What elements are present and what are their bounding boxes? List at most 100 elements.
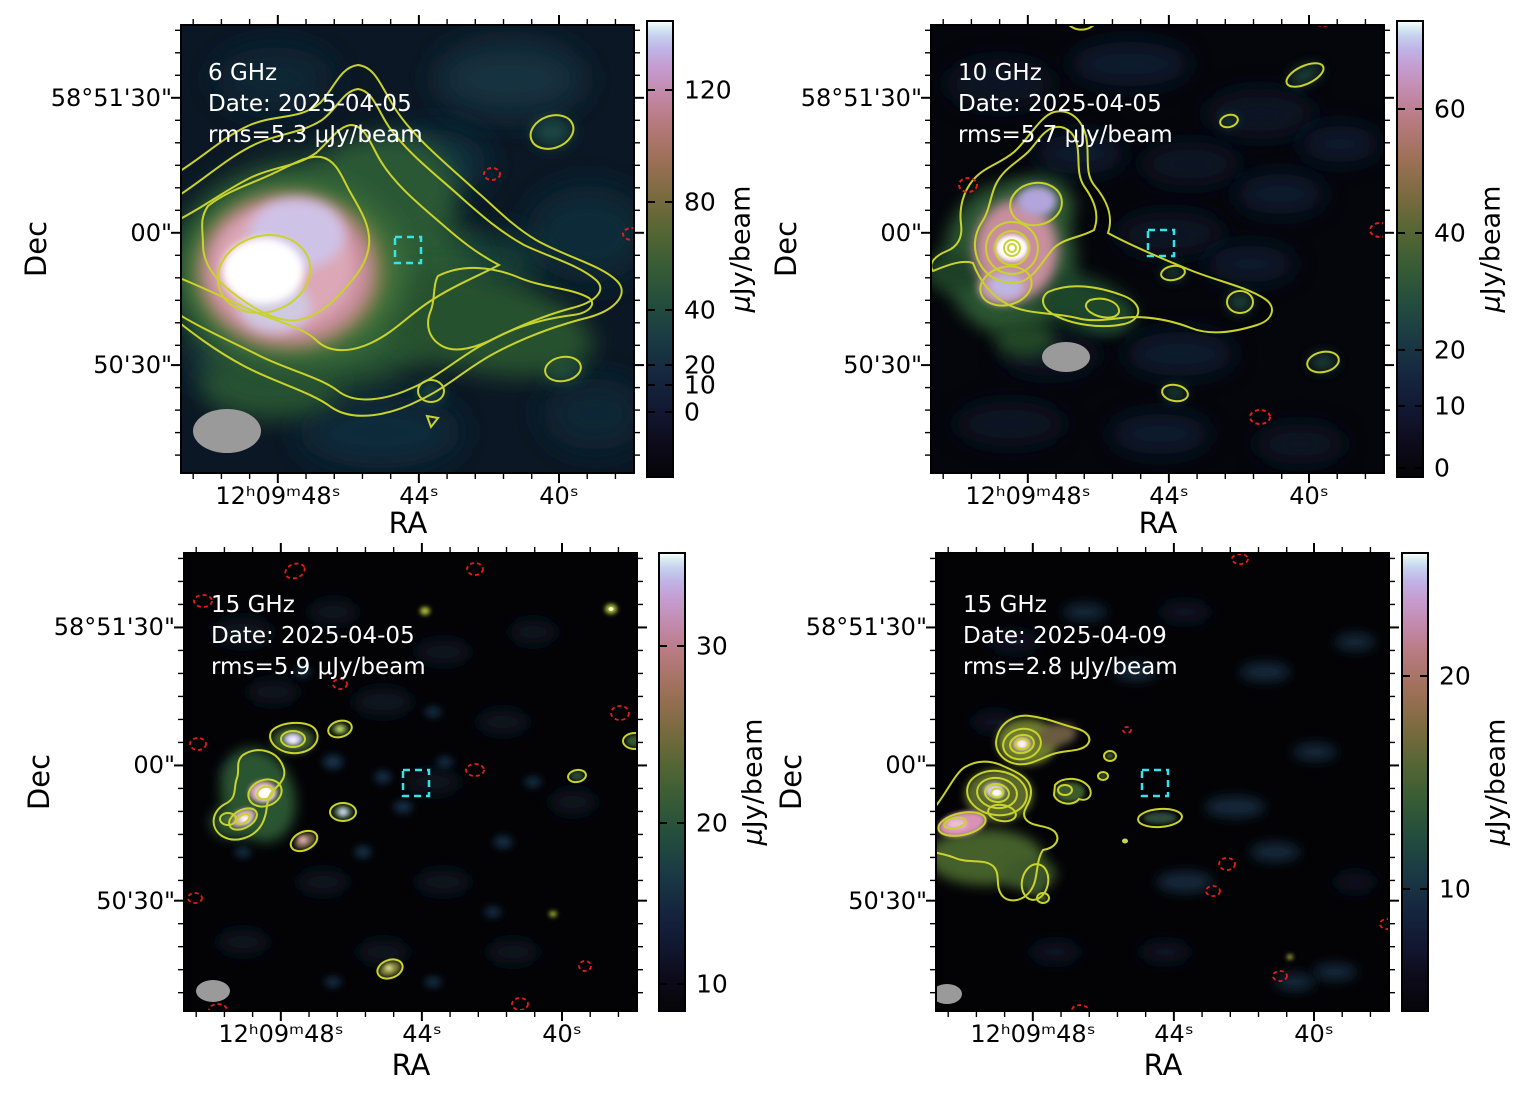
- beam-ellipse: [1042, 342, 1090, 372]
- colorbar-tick-label: 60: [1434, 94, 1466, 124]
- target-marker: [393, 235, 423, 265]
- date-label: Date: 2025-04-05: [208, 91, 412, 117]
- x-tick-label: 40ˢ: [542, 1020, 582, 1048]
- rms-label: rms=5.3 μJy/beam: [208, 122, 423, 148]
- colorbar-15ghz-a: 30 20 10: [658, 552, 728, 1012]
- x-tick-label: 12ʰ09ᵐ48ˢ: [215, 482, 341, 510]
- colorbar-unit-label: μJy/beam: [725, 185, 757, 313]
- freq-label: 10 GHz: [958, 60, 1042, 86]
- colorbar-tick-label: 10: [1434, 391, 1466, 421]
- freq-label: 15 GHz: [211, 592, 295, 618]
- colorbar-tick-label: 10: [1439, 874, 1471, 904]
- rms-label: rms=5.9 μJy/beam: [211, 654, 426, 680]
- positive-contours: [935, 714, 1183, 904]
- y-tick-label: 50'30": [843, 351, 922, 379]
- colorbar-tick-label: 80: [684, 187, 716, 217]
- y-axis-label: Dec: [774, 753, 808, 811]
- x-tick-label: 40ˢ: [1294, 1020, 1334, 1048]
- colorbar-tick-label: 0: [684, 397, 700, 427]
- background-mottle: [971, 602, 1377, 990]
- colorbar-tick-label: 20: [684, 350, 716, 380]
- date-label: Date: 2025-04-09: [963, 623, 1167, 649]
- rms-label: rms=5.7 μJy/beam: [958, 122, 1173, 148]
- x-tick-label: 44ˢ: [399, 482, 439, 510]
- y-tick-label: 50'30": [848, 887, 927, 915]
- positive-contours: [212, 719, 638, 980]
- x-tick-label: 12ʰ09ᵐ48ˢ: [970, 1020, 1096, 1048]
- y-tick-label: 50'30": [96, 887, 175, 915]
- sky-map-10ghz: [921, 15, 1394, 483]
- y-tick-label: 58°51'30": [53, 613, 175, 641]
- date-label: Date: 2025-04-05: [958, 91, 1162, 117]
- date-label: Date: 2025-04-05: [211, 623, 415, 649]
- colorbar-10ghz: 60 40 20 10 0: [1396, 20, 1466, 483]
- y-tick-label: 00": [885, 751, 927, 779]
- y-tick-label: 00": [133, 751, 175, 779]
- rms-label: rms=2.8 μJy/beam: [963, 654, 1178, 680]
- colorbar-tick-label: 40: [1434, 218, 1466, 248]
- y-axis-label: Dec: [22, 753, 56, 811]
- y-tick-label: 58°51'30": [50, 84, 172, 112]
- positive-contours: [930, 24, 1340, 403]
- panel-annotation: 6 GHz Date: 2025-04-05 rms=5.3 μJy/beam: [208, 58, 423, 151]
- colorbar-15ghz-b: 20 10: [1401, 552, 1471, 1012]
- target-marker: [1146, 228, 1176, 258]
- negative-contours: [187, 562, 630, 1012]
- panel-border: [183, 552, 638, 1012]
- colorbar-tick-label: 10: [696, 969, 728, 999]
- panel-border: [935, 552, 1390, 1012]
- y-tick-label: 50'30": [93, 351, 172, 379]
- y-tick-label: 00": [880, 219, 922, 247]
- x-tick-label: 40ˢ: [539, 482, 579, 510]
- x-axis-label: RA: [1143, 1048, 1183, 1082]
- colorbar-tick-label: 30: [696, 631, 728, 661]
- panel-border: [180, 24, 635, 474]
- panel-10ghz: [921, 15, 1394, 483]
- x-axis-label: RA: [1138, 506, 1178, 540]
- freq-label: 6 GHz: [208, 60, 278, 86]
- y-tick-label: 58°51'30": [805, 613, 927, 641]
- colorbar-unit-label: μJy/beam: [737, 718, 769, 846]
- negative-contours: [958, 24, 1385, 425]
- panel-15ghz-a: [174, 543, 647, 1021]
- beam-ellipse: [196, 980, 230, 1002]
- colorbar-tick-label: 20: [696, 808, 728, 838]
- target-marker: [1140, 768, 1170, 798]
- x-tick-label: 44ˢ: [1149, 482, 1189, 510]
- panel-annotation: 15 GHz Date: 2025-04-05 rms=5.9 μJy/beam: [211, 590, 426, 683]
- x-axis-label: RA: [391, 1048, 431, 1082]
- y-tick-label: 58°51'30": [800, 84, 922, 112]
- panel-border: [930, 24, 1385, 474]
- panel-annotation: 10 GHz Date: 2025-04-05 rms=5.7 μJy/beam: [958, 58, 1173, 151]
- x-tick-label: 40ˢ: [1289, 482, 1329, 510]
- sky-map-15ghz-b: [926, 543, 1399, 1021]
- colorbar-6ghz: 120 80 40 20 10 0: [646, 20, 732, 478]
- target-marker: [401, 768, 431, 798]
- colorbar-unit-label: μJy/beam: [1475, 185, 1507, 313]
- panel-annotation: 15 GHz Date: 2025-04-09 rms=2.8 μJy/beam: [963, 590, 1178, 683]
- panel-6ghz: [171, 15, 644, 483]
- x-axis-label: RA: [388, 506, 428, 540]
- y-axis-label: Dec: [769, 220, 803, 278]
- colorbar-tick-label: 20: [1439, 661, 1471, 691]
- sky-map-6ghz: [171, 15, 644, 483]
- x-tick-label: 44ˢ: [402, 1020, 442, 1048]
- beam-ellipse: [935, 984, 962, 1004]
- colorbar-tick-label: 120: [684, 75, 732, 105]
- freq-label: 15 GHz: [963, 592, 1047, 618]
- panel-15ghz-b: [926, 543, 1399, 1021]
- x-tick-label: 12ʰ09ᵐ48ˢ: [965, 482, 1091, 510]
- colorbar-tick-label: 20: [1434, 335, 1466, 365]
- positive-contours: [180, 63, 623, 430]
- x-tick-label: 12ʰ09ᵐ48ˢ: [218, 1020, 344, 1048]
- colorbar-tick-label: 10: [684, 370, 716, 400]
- y-axis-label: Dec: [19, 220, 53, 278]
- beam-ellipse: [193, 409, 261, 453]
- sky-map-15ghz-a: [174, 543, 647, 1021]
- x-tick-label: 44ˢ: [1154, 1020, 1194, 1048]
- colorbar-unit-label: μJy/beam: [1480, 718, 1512, 846]
- negative-contours: [483, 167, 635, 241]
- y-tick-label: 00": [130, 219, 172, 247]
- colorbar-tick-label: 40: [684, 295, 716, 325]
